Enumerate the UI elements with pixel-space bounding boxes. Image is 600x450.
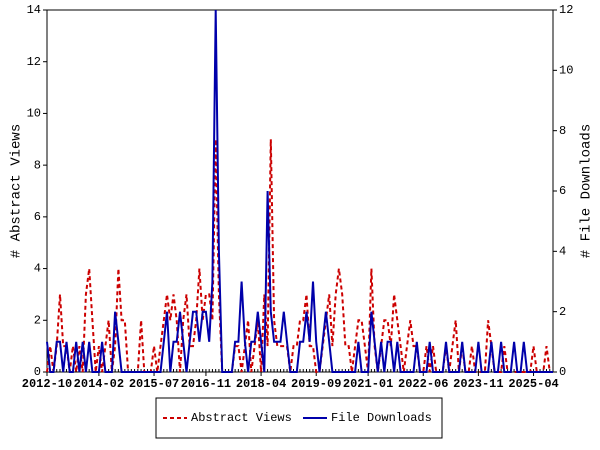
x-tick-label: 2016-11: [181, 377, 231, 391]
x-tick-label: 2015-07: [129, 377, 179, 391]
series-line: [46, 9, 553, 373]
legend-label: Abstract Views: [191, 411, 292, 425]
y2-tick-label: 8: [559, 124, 566, 138]
y2-tick-label: 4: [559, 245, 566, 259]
y-tick-label: 4: [34, 262, 41, 276]
y2-tick-label: 2: [559, 305, 566, 319]
y2-tick-label: 12: [559, 3, 573, 17]
series-line: [46, 139, 553, 373]
x-tick-label: 2018-04: [236, 377, 286, 391]
y2-axis-label: # File Downloads: [579, 124, 595, 258]
y-tick-label: 6: [34, 210, 41, 224]
x-tick-label: 2021-01: [343, 377, 393, 391]
y-tick-label: 14: [27, 3, 41, 17]
legend-box: [155, 397, 443, 439]
y2-tick-label: 10: [559, 64, 573, 78]
y-axis-label: # Abstract Views: [9, 124, 25, 258]
plot-frame: [46, 9, 554, 373]
x-tick-label: 2023-11: [453, 377, 503, 391]
x-tick-label: 2025-04: [508, 377, 558, 391]
x-tick-label: 2012-10: [22, 377, 72, 391]
legend-label: File Downloads: [331, 411, 432, 425]
x-tick-label: 2014-02: [74, 377, 124, 391]
y-tick-label: 10: [27, 107, 41, 121]
y-tick-label: 8: [34, 158, 41, 172]
y-tick-label: 0: [34, 365, 41, 379]
y2-tick-label: 6: [559, 184, 566, 198]
x-tick-label: 2019-09: [291, 377, 341, 391]
y-tick-label: 2: [34, 313, 41, 327]
y-tick-label: 12: [27, 55, 41, 69]
x-tick-label: 2022-06: [398, 377, 448, 391]
y2-tick-label: 0: [559, 365, 566, 379]
